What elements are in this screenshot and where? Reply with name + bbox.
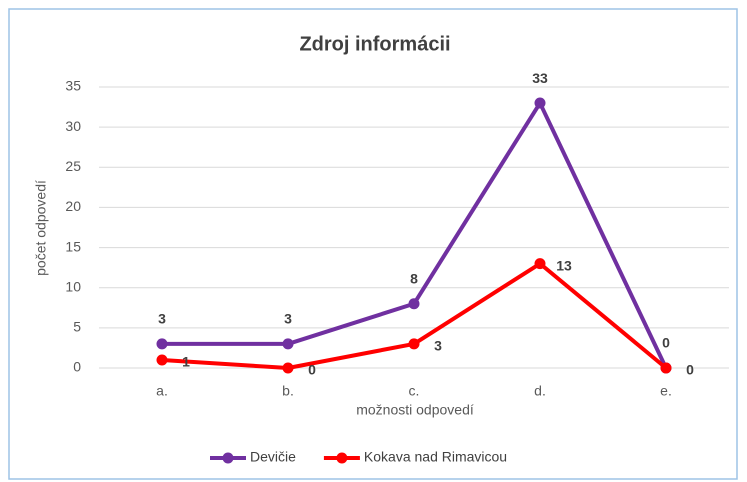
data-label: 0 xyxy=(308,362,316,378)
data-label: 0 xyxy=(686,362,694,378)
data-point xyxy=(534,97,546,109)
x-axis-label: možnosti odpovedí xyxy=(356,402,474,418)
data-point xyxy=(282,362,294,374)
y-tick-label: 25 xyxy=(65,158,81,174)
x-tick-label: d. xyxy=(534,383,546,399)
data-point xyxy=(408,298,420,310)
y-tick-label: 0 xyxy=(73,359,81,375)
x-tick-label: a. xyxy=(156,383,168,399)
y-tick-label: 35 xyxy=(65,78,81,94)
y-tick-label: 15 xyxy=(65,238,81,254)
y-axis-label: počet odpovedí xyxy=(33,180,49,276)
legend-label: Devičie xyxy=(250,449,296,465)
data-label: 0 xyxy=(662,335,670,351)
data-label: 13 xyxy=(556,257,572,273)
data-label: 33 xyxy=(532,70,548,86)
x-tick-label: b. xyxy=(282,383,294,399)
data-label: 3 xyxy=(158,311,166,327)
legend-marker xyxy=(222,452,234,464)
x-tick-label: e. xyxy=(660,383,672,399)
chart-title: Zdroj informácii xyxy=(299,33,450,55)
x-tick-label: c. xyxy=(409,383,420,399)
y-tick-label: 30 xyxy=(65,118,81,134)
data-point xyxy=(408,338,420,350)
data-label: 3 xyxy=(434,338,442,354)
data-label: 8 xyxy=(410,270,418,286)
y-tick-label: 20 xyxy=(65,198,81,214)
y-tick-label: 5 xyxy=(73,319,81,335)
data-label: 1 xyxy=(182,354,190,370)
data-point xyxy=(156,354,168,366)
y-tick-label: 10 xyxy=(65,278,81,294)
data-label: 3 xyxy=(284,311,292,327)
data-point xyxy=(660,362,672,374)
legend-marker xyxy=(336,452,348,464)
data-point xyxy=(282,338,294,350)
data-point xyxy=(156,338,168,350)
data-point xyxy=(534,258,546,270)
legend-label: Kokava nad Rimavicou xyxy=(364,449,507,465)
